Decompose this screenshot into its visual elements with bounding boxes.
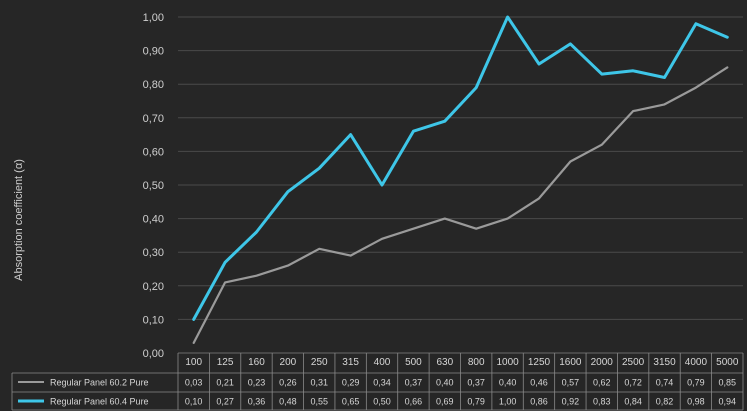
legend-label-2: Regular Panel 60.4 Pure: [50, 397, 149, 407]
table-cell-value: 0,79: [687, 378, 705, 388]
table-cell-value: 0,37: [467, 378, 485, 388]
y-tick-label: 0,20: [143, 281, 164, 293]
table-cell-value: 0,57: [562, 378, 580, 388]
y-axis-label: Absorption coefficient (α): [13, 159, 25, 281]
x-tick-label: 400: [374, 357, 391, 368]
table-cell-value: 0,37: [405, 378, 423, 388]
table-cell-value: 0,74: [656, 378, 674, 388]
table-cell-value: 0,82: [656, 397, 674, 407]
table-cell-value: 0,36: [248, 397, 266, 407]
x-tick-label: 500: [405, 357, 422, 368]
table-cell-value: 0,10: [185, 397, 203, 407]
table-cell-value: 0,50: [373, 397, 391, 407]
y-tick-label: 0,60: [143, 146, 164, 158]
y-tick-label: 0,50: [143, 180, 164, 192]
table-cell-value: 0,65: [342, 397, 360, 407]
x-tick-label: 1000: [496, 357, 519, 368]
y-tick-label: 0,90: [143, 46, 164, 58]
x-tick-label: 3150: [653, 357, 676, 368]
x-tick-label: 5000: [716, 357, 739, 368]
series-lines: [192, 15, 729, 344]
table-cell-value: 0,66: [405, 397, 423, 407]
table-cell-value: 0,79: [467, 397, 485, 407]
table-cell-value: 0,69: [436, 397, 454, 407]
x-tick-label: 2000: [591, 357, 614, 368]
x-tick-label: 125: [217, 357, 234, 368]
table-cell-value: 0,31: [310, 378, 328, 388]
x-tick-label: 1250: [528, 357, 551, 368]
table-cell-value: 0,86: [530, 397, 548, 407]
table-cell-value: 0,72: [624, 378, 642, 388]
table-cell-value: 0,27: [216, 397, 234, 407]
x-tick-label: 315: [342, 357, 359, 368]
data-table: 100 125 160 200 250 315 400 500 630 800 1000 1250 16…: [11, 353, 744, 411]
table-cell-value: 0,84: [624, 397, 642, 407]
x-tick-label: 800: [468, 357, 485, 368]
table-cell-value: 0,62: [593, 378, 611, 388]
table-cell-value: 0,85: [719, 378, 737, 388]
grid-lines: [178, 16, 743, 354]
table-cell-value: 0,40: [499, 378, 517, 388]
table-cell-value: 0,40: [436, 378, 454, 388]
y-tick-label: 1,00: [143, 12, 164, 24]
table-cell-value: 0,92: [562, 397, 580, 407]
x-tick-label: 630: [436, 357, 453, 368]
table-cell-value: 0,48: [279, 397, 297, 407]
table-cell-value: 0,21: [216, 378, 234, 388]
table-cell-value: 0,46: [530, 378, 548, 388]
x-tick-label: 200: [280, 357, 297, 368]
legend-label-1: Regular Panel 60.2 Pure: [50, 378, 149, 388]
y-tick-label: 0,40: [143, 214, 164, 226]
table-cell-value: 1,00: [499, 397, 517, 407]
y-axis-tick-labels: 0,00 0,10 0,20 0,30 0,40 0,50 0,60 0,70 0,80 0,90…: [143, 12, 164, 360]
x-tick-label: 4000: [685, 357, 708, 368]
y-tick-label: 0,70: [143, 113, 164, 125]
series-line-1: [192, 66, 729, 344]
y-tick-label: 0,30: [143, 247, 164, 259]
table-cell-value: 0,55: [310, 397, 328, 407]
table-cell-value: 0,34: [373, 378, 391, 388]
y-tick-label: 0,00: [143, 348, 164, 360]
table-cell-value: 0,26: [279, 378, 297, 388]
table-cell-value: 0,98: [687, 397, 705, 407]
table-cell-value: 0,29: [342, 378, 360, 388]
series-line-2: [192, 15, 729, 321]
table-cell-value: 0,94: [719, 397, 737, 407]
table-cell-value: 0,03: [185, 378, 203, 388]
y-tick-label: 0,80: [143, 79, 164, 91]
x-tick-label: 1600: [559, 357, 582, 368]
table-cell-value: 0,83: [593, 397, 611, 407]
x-tick-label: 2500: [622, 357, 645, 368]
x-tick-label: 160: [248, 357, 265, 368]
y-tick-label: 0,10: [143, 314, 164, 326]
x-tick-label: 250: [311, 357, 328, 368]
x-tick-label: 100: [185, 357, 202, 368]
table-cell-value: 0,23: [248, 378, 266, 388]
